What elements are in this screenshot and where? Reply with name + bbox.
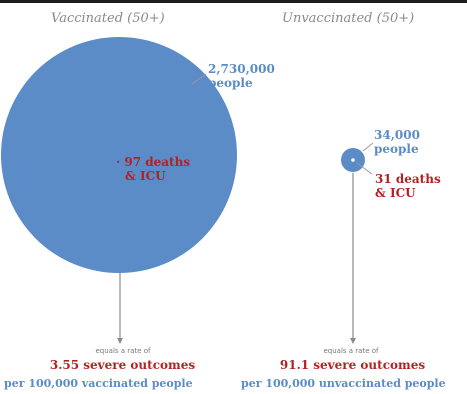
vaccinated-people-word: people [208,76,253,90]
unvaccinated-people-number: 34,000 [374,128,420,142]
unvaccinated-deaths-dot [351,158,355,162]
vaccinated-people-label: 2,730,000 people [208,62,275,90]
vaccinated-title: Vaccinated (50+) [51,11,165,26]
vaccinated-deaths-line1: · 97 deaths [116,155,191,169]
vaccinated-people-pointer [191,73,207,85]
unvaccinated-deaths-pointer [356,162,373,175]
vaccinated-rate-intro: equals a rate of [95,347,151,355]
vaccinated-deaths-label: · 97 deaths & ICU [116,155,190,183]
unvaccinated-people-pointer [362,142,374,152]
vaccinated-people-number: 2,730,000 [208,62,275,76]
vaccinated-population-circle [1,37,237,273]
unvaccinated-rate-value: 91.1 severe outcomes [279,358,426,372]
vaccinated-rate-value: 3.55 severe outcomes [49,358,196,372]
unvaccinated-title: Unvaccinated (50+) [282,11,415,26]
top-rule [0,0,467,3]
vaccinated-deaths-line2: & ICU [125,169,166,183]
unvaccinated-deaths-line1: 31 deaths [375,172,441,186]
unvaccinated-deaths-line2: & ICU [375,186,416,200]
unvaccinated-rate-per: per 100,000 unvaccinated people [241,377,446,390]
unvaccinated-deaths-label: 31 deaths & ICU [375,172,441,200]
unvaccinated-people-word: people [374,142,419,156]
unvaccinated-rate-intro: equals a rate of [323,347,379,355]
vaccinated-rate-per: per 100,000 vaccinated people [4,377,193,390]
unvaccinated-people-label: 34,000 people [374,128,420,156]
